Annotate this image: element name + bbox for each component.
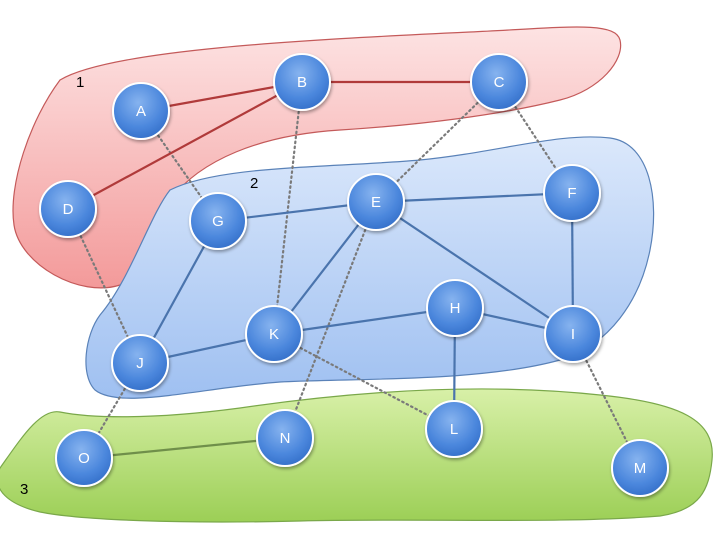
node-circle-e (347, 173, 405, 231)
edge-dotted-b-k (272, 80, 304, 336)
edge-o-n (83, 436, 286, 460)
node-f: F (543, 164, 601, 222)
node-a: A (112, 82, 170, 140)
node-circle-c (470, 53, 528, 111)
node-circle-d (39, 180, 97, 238)
edge-b-d (67, 81, 303, 210)
region-label-1: 1 (76, 74, 84, 91)
node-label-j: J (136, 355, 144, 372)
node-label-o: O (78, 450, 90, 467)
node-m: M (611, 439, 669, 497)
edge-e-f (375, 191, 573, 204)
node-circle-n (256, 409, 314, 467)
edge-dotted-k-l (272, 332, 456, 431)
node-g: G (189, 192, 247, 250)
region-3-shape (0, 388, 713, 523)
node-label-l: L (450, 421, 458, 438)
region-label-3: 3 (20, 481, 28, 498)
node-label-i: I (571, 326, 575, 343)
region-label-2: 2 (250, 175, 258, 192)
node-e: E (347, 173, 405, 231)
node-label-k: K (269, 326, 279, 343)
node-circle-k (245, 305, 303, 363)
region-1-shape (12, 26, 622, 289)
node-circle-b (273, 53, 331, 111)
node-label-a: A (136, 103, 146, 120)
node-circle-o (55, 429, 113, 487)
node-o: O (55, 429, 113, 487)
edge-e-i (375, 201, 574, 335)
node-label-c: C (494, 74, 505, 91)
node-label-h: H (450, 300, 461, 317)
node-circle-i (544, 305, 602, 363)
node-b: B (273, 53, 331, 111)
node-d: D (39, 180, 97, 238)
node-circle-g (189, 192, 247, 250)
node-circle-f (543, 164, 601, 222)
edge-dotted-e-n (283, 200, 378, 440)
edge-dotted-c-e (374, 80, 501, 204)
node-label-e: E (371, 194, 381, 211)
node-j: J (111, 334, 169, 392)
node-h: H (426, 279, 484, 337)
node-label-d: D (63, 201, 74, 218)
node-layer: A B C D E F G H I J K L M N O (39, 53, 669, 497)
node-label-b: B (297, 74, 307, 91)
node-circle-h (426, 279, 484, 337)
node-label-f: F (567, 185, 576, 202)
node-label-m: M (634, 460, 647, 477)
node-l: L (425, 400, 483, 458)
node-c: C (470, 53, 528, 111)
node-circle-a (112, 82, 170, 140)
node-label-n: N (280, 430, 291, 447)
node-n: N (256, 409, 314, 467)
node-i: I (544, 305, 602, 363)
edge-k-h (273, 306, 456, 336)
node-circle-l (425, 400, 483, 458)
node-k: K (245, 305, 303, 363)
node-circle-j (111, 334, 169, 392)
node-label-g: G (212, 213, 224, 230)
node-circle-m (611, 439, 669, 497)
